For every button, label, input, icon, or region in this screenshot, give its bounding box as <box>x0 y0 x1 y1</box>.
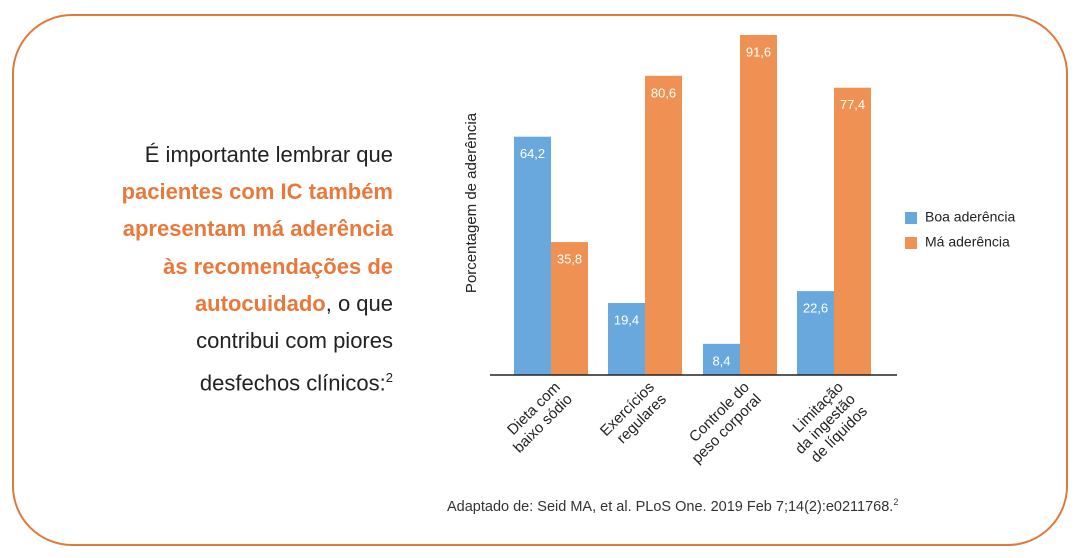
note: É importante lembrar que pacientes com IC… <box>33 136 393 402</box>
y-axis-title: Porcentagem de aderência <box>463 112 480 293</box>
note-highlight: apresentam má aderência <box>122 216 393 242</box>
note-line: desfechos clínicos:2 <box>33 359 393 402</box>
note-line: pacientes com IC também <box>33 173 393 210</box>
bar <box>645 75 682 375</box>
source-superscript: 2 <box>893 497 899 507</box>
bar <box>551 242 588 375</box>
note-superscript: 2 <box>385 370 393 386</box>
bar <box>797 291 834 375</box>
note-text: contribui com piores <box>196 328 393 354</box>
legend-label: Má aderência <box>925 234 1010 250</box>
note-text: , o que <box>325 290 393 316</box>
note-line: autocuidado, o que <box>33 285 393 322</box>
note-text: desfechos clínicos: <box>199 370 386 396</box>
note-highlight: pacientes com IC também <box>121 179 393 205</box>
source: Adaptado de: Seid MA, et al. PLoS One. 2… <box>447 497 898 515</box>
x-tick-label: Exercíciosregulares <box>597 379 670 452</box>
value-label: 77,4 <box>840 97 865 112</box>
note-line: apresentam má aderência <box>33 210 393 247</box>
frame <box>12 14 1068 546</box>
bar <box>703 343 740 375</box>
legend-label: Boa aderência <box>925 209 1016 225</box>
bar <box>740 34 777 376</box>
source-text: Adaptado de: Seid MA, et al. PLoS One. 2… <box>447 498 894 515</box>
x-tick-label: Dieta combaixo sódio <box>498 379 576 457</box>
value-label: 22,6 <box>803 301 828 316</box>
x-tick-label: Controle dopeso corporal <box>677 379 765 467</box>
bar <box>514 136 551 375</box>
bar <box>608 302 645 375</box>
bar <box>834 87 871 375</box>
note-line: às recomendações de <box>33 248 393 285</box>
legend-swatch <box>905 237 917 249</box>
note-highlight: às recomendações de <box>163 253 393 279</box>
legend-swatch <box>905 212 917 224</box>
note-line: É importante lembrar que <box>33 136 393 173</box>
note-line: contribui com piores <box>33 322 393 359</box>
x-tick-label: Limitaçãoda ingestãode líquidos <box>780 379 871 470</box>
value-label: 80,6 <box>651 85 676 100</box>
note-text: É importante lembrar que <box>144 142 393 167</box>
value-label: 19,4 <box>614 312 639 327</box>
value-label: 91,6 <box>746 44 771 59</box>
value-label: 64,2 <box>520 146 545 161</box>
value-label: 35,8 <box>557 252 582 267</box>
value-label: 8,4 <box>712 353 730 368</box>
note-highlight: autocuidado <box>194 290 326 316</box>
